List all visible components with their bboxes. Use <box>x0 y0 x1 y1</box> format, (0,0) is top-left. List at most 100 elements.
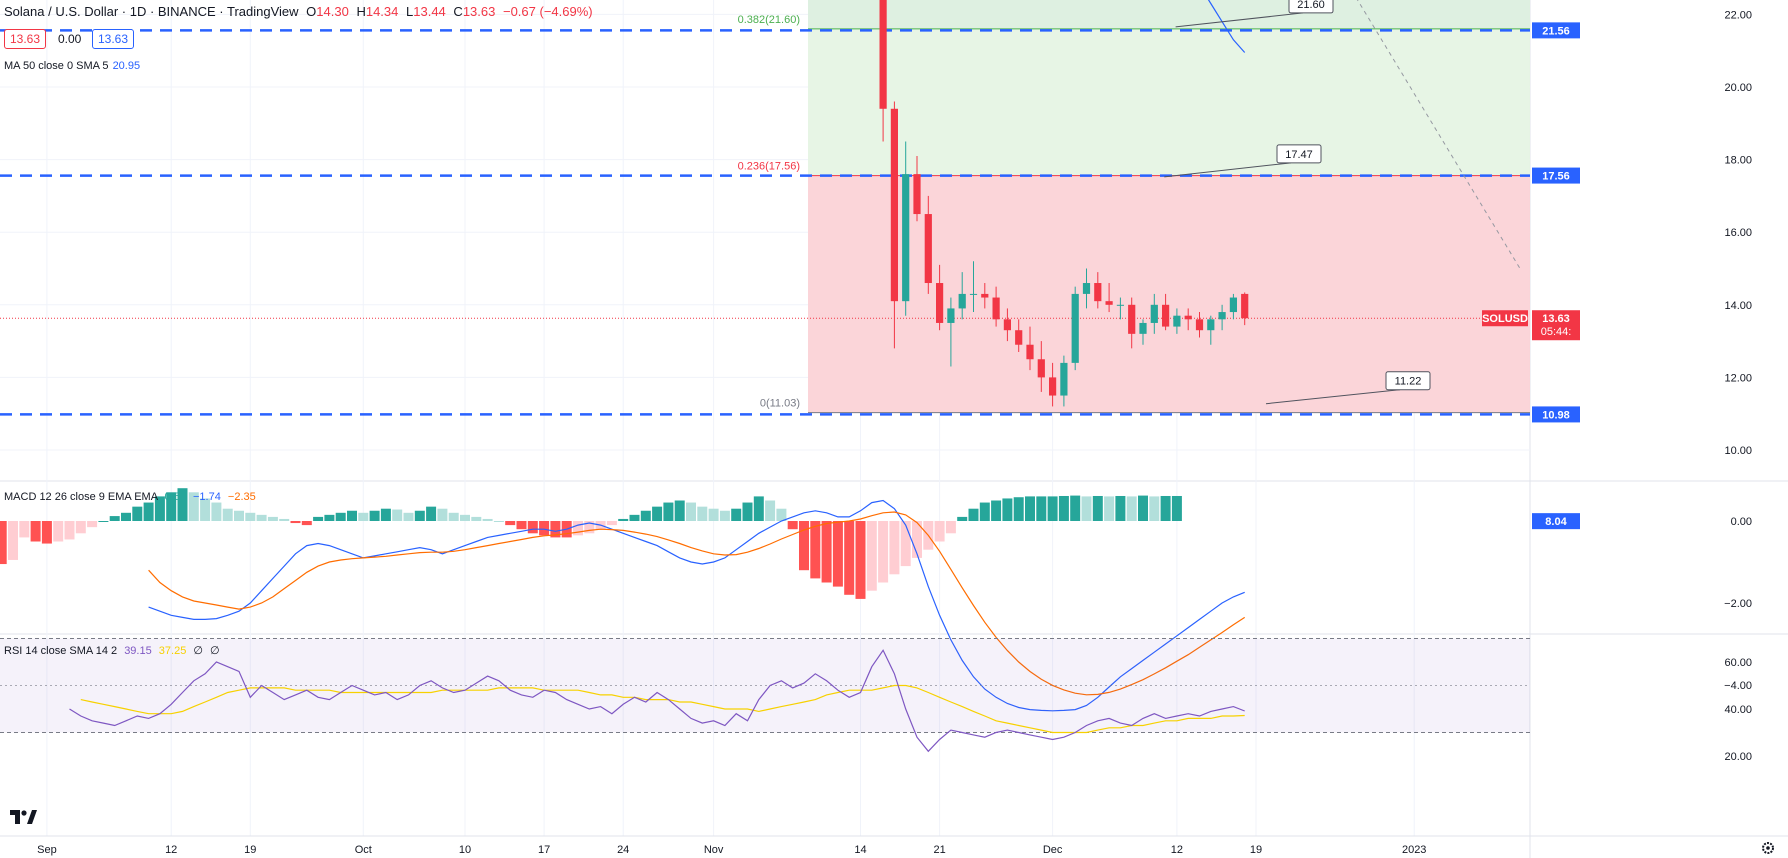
macd-histogram-bar <box>1092 495 1103 521</box>
macd-histogram-bar <box>1138 495 1148 521</box>
price-tag-label: 17.56 <box>1542 171 1570 183</box>
macd-histogram-bar <box>663 502 674 521</box>
macd-histogram-bar <box>640 510 651 521</box>
fib-level-label: 0.382(21.60) <box>738 14 800 26</box>
price-axis-tick: 22.00 <box>1724 9 1752 21</box>
macd-histogram-bar <box>1081 496 1092 521</box>
macd-histogram-bar <box>177 488 188 521</box>
macd-histogram-bar <box>75 521 86 534</box>
price-tag <box>1532 310 1580 341</box>
time-axis-tick: 12 <box>165 844 177 856</box>
candle-body <box>890 108 898 302</box>
macd-histogram-bar <box>1104 496 1115 521</box>
rsi-legend[interactable]: RSI 14 close SMA 14 2 39.15 37.25 ∅ ∅ <box>4 645 220 657</box>
symbol-header: Solana / U.S. Dollar · 1D · BINANCE · Tr… <box>4 4 593 19</box>
time-axis-tick: 19 <box>1250 844 1262 856</box>
macd-axis-tick: −4.00 <box>1724 680 1752 692</box>
tradingview-logo[interactable] <box>8 806 38 828</box>
macd-histogram-bar <box>0 521 7 565</box>
rsi-line <box>69 649 1245 753</box>
time-axis-tick: 14 <box>854 844 866 856</box>
ask-badge[interactable]: 13.63 <box>92 29 135 49</box>
macd-histogram-bar <box>1058 495 1069 521</box>
price-tag <box>1532 22 1580 39</box>
symbol-title[interactable]: Solana / U.S. Dollar · 1D · BINANCE · Tr… <box>4 4 299 19</box>
macd-histogram-bar <box>550 521 561 538</box>
candle-body <box>1195 319 1204 331</box>
macd-histogram-bar <box>810 521 821 579</box>
macd-legend[interactable]: MACD 12 26 close 9 EMA EMA 0.61 −1.74 −2… <box>4 491 256 503</box>
macd-histogram-bar <box>618 518 629 521</box>
macd-histogram-bar <box>1025 496 1035 521</box>
macd-histogram-bar <box>968 508 979 521</box>
macd-histogram-bar <box>493 521 504 522</box>
candle-body <box>1162 304 1170 327</box>
macd-histogram-bar <box>109 516 120 521</box>
macd-histogram-bar <box>957 516 968 521</box>
candle-body <box>924 214 932 284</box>
candle-body <box>958 293 966 309</box>
candle-body <box>947 308 955 323</box>
macd-histogram-bar <box>1036 496 1047 521</box>
macd-histogram-bar <box>211 502 222 521</box>
macd-histogram-bar <box>527 521 538 534</box>
ma-legend[interactable]: MA 50 close 0 SMA 5 20.95 <box>4 60 141 72</box>
fib-level-label: 0.236(17.56) <box>738 161 800 173</box>
bid-badge[interactable]: 13.63 <box>4 29 47 49</box>
time-axis-tick: 24 <box>617 844 629 856</box>
macd-histogram-bar <box>324 514 335 521</box>
macd-histogram-bar <box>19 521 30 538</box>
macd-histogram-bar <box>844 521 855 595</box>
candle-body <box>1128 304 1136 334</box>
macd-signal-line <box>148 511 1246 696</box>
macd-histogram-bar <box>821 521 832 583</box>
gear-center <box>1766 846 1770 850</box>
price-tag-label: 21.56 <box>1542 25 1570 37</box>
candle-body <box>1071 293 1079 363</box>
macd-histogram-bar <box>245 512 256 521</box>
candle-body <box>1218 312 1226 320</box>
price-tag-label: 8.04 <box>1545 516 1567 528</box>
macd-histogram-bar <box>335 512 346 521</box>
fib-zone <box>808 28 1530 176</box>
open-value: 14.30 <box>316 4 349 19</box>
callout-label: 17.47 <box>1285 149 1313 161</box>
candle-body <box>1116 304 1124 306</box>
macd-histogram-bar <box>222 508 233 521</box>
macd-histogram-bar <box>358 512 369 521</box>
candle-body <box>1139 322 1147 334</box>
macd-histogram-bar <box>912 521 922 558</box>
price-axis-tick: 20.00 <box>1724 82 1752 94</box>
candle-body <box>1229 297 1237 313</box>
trend-line <box>1356 0 1521 269</box>
rsi-axis-tick: 20.00 <box>1724 751 1752 763</box>
macd-histogram-bar <box>900 521 911 567</box>
time-axis-tick: 19 <box>244 844 256 856</box>
macd-histogram-bar <box>1126 496 1137 521</box>
macd-histogram-bar <box>889 521 900 575</box>
settings-gear-icon[interactable] <box>1762 842 1774 854</box>
candle-body <box>1150 304 1158 323</box>
time-axis-tick: 21 <box>933 844 945 856</box>
rsi-axis-tick: 60.00 <box>1724 657 1752 669</box>
macd-histogram-bar <box>945 521 956 534</box>
macd-histogram-bar <box>143 502 154 521</box>
macd-histogram-bar <box>267 516 278 521</box>
macd-histogram-bar <box>539 521 550 536</box>
macd-histogram-bar <box>1070 495 1081 521</box>
low-value: 13.44 <box>413 4 446 19</box>
macd-histogram-bar <box>301 521 312 526</box>
macd-histogram-bar <box>719 510 730 521</box>
candle-body <box>902 174 910 302</box>
price-tag <box>1532 513 1580 530</box>
time-axis-tick: Oct <box>355 844 372 856</box>
macd-histogram-bar <box>290 521 301 524</box>
macd-histogram-bar <box>742 502 753 521</box>
macd-histogram-bar <box>234 510 244 521</box>
macd-histogram-bar <box>1013 497 1024 521</box>
macd-histogram-bar <box>132 506 143 521</box>
macd-histogram-bar <box>708 508 719 521</box>
macd-histogram-bar <box>121 512 131 521</box>
price-axis-tick: 16.00 <box>1724 227 1752 239</box>
